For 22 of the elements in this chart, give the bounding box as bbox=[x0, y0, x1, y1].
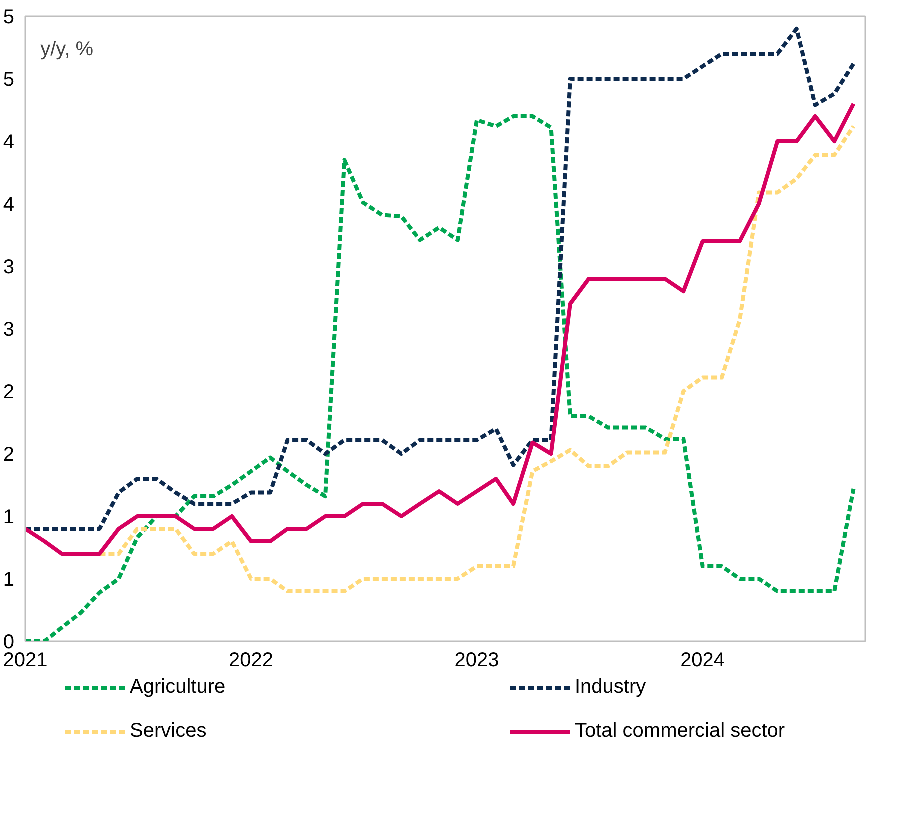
y-tick-label: 4 bbox=[3, 132, 14, 154]
x-tick-label: 2022 bbox=[229, 650, 274, 672]
line-series bbox=[26, 102, 856, 556]
y-tick-label: 1 bbox=[3, 569, 14, 591]
y-tick-label: 3 bbox=[3, 256, 14, 278]
legend-label: Agriculture bbox=[130, 676, 227, 699]
y-tick-label: 2 bbox=[3, 444, 14, 466]
y-tick-label: 3 bbox=[3, 319, 14, 341]
line-series bbox=[98, 124, 856, 594]
legend-label: Industry bbox=[575, 676, 648, 699]
y-tick-label: 4 bbox=[3, 194, 14, 216]
y-tick-label: 5 bbox=[3, 6, 14, 28]
annotation: y/y, % bbox=[40, 38, 94, 60]
y-tick-label: 5 bbox=[3, 69, 14, 91]
y-tick-label: 2 bbox=[3, 382, 14, 404]
x-tick-label: 2023 bbox=[454, 650, 500, 672]
legend-label: Services bbox=[130, 720, 208, 743]
y-tick-label: 1 bbox=[3, 506, 14, 528]
line-series bbox=[26, 114, 856, 642]
line-series bbox=[26, 27, 856, 531]
legend-label: Total commercial sector bbox=[575, 720, 786, 743]
x-tick-label: 2024 bbox=[680, 650, 726, 672]
